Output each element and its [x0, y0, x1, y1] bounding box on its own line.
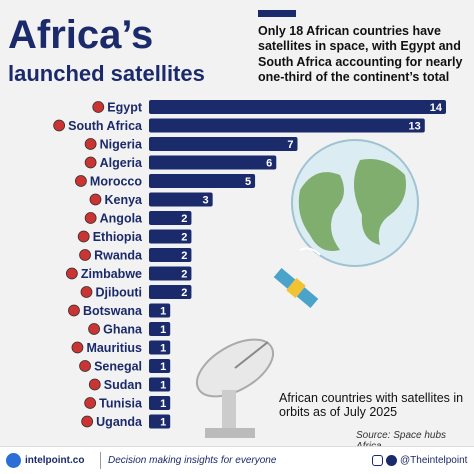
bar	[149, 229, 192, 244]
globe	[291, 139, 419, 267]
bar	[149, 192, 213, 207]
category-label: Angola	[100, 211, 143, 225]
value-label: 1	[160, 342, 166, 354]
category-label: Tunisia	[99, 396, 143, 410]
bar	[149, 118, 425, 133]
category-label: Nigeria	[100, 137, 143, 151]
category-label: Zimbabwe	[81, 267, 142, 281]
bar	[149, 303, 171, 318]
title: Africa’s launched satellites	[8, 13, 205, 86]
site[interactable]: intelpoint.co	[25, 455, 85, 466]
value-label: 5	[245, 176, 251, 188]
value-label: 1	[160, 416, 166, 428]
bar	[149, 396, 171, 410]
flag	[88, 378, 101, 391]
flag	[92, 101, 105, 113]
dish	[196, 338, 274, 438]
category-label: South Africa	[68, 119, 143, 133]
category-label: Morocco	[90, 174, 142, 188]
value-label: 13	[409, 120, 421, 132]
bar	[149, 414, 171, 429]
flag	[79, 360, 91, 372]
category-label: Senegal	[94, 359, 142, 373]
flag	[75, 175, 87, 187]
category-label: Sudan	[104, 378, 142, 392]
flag	[77, 230, 90, 243]
bar	[149, 248, 192, 262]
value-label: 1	[160, 361, 166, 373]
bar	[149, 322, 171, 336]
category-label: Kenya	[104, 193, 143, 207]
bar	[149, 100, 446, 114]
category-label: Ethiopia	[93, 230, 143, 244]
value-label: 2	[181, 213, 187, 225]
value-label: 3	[203, 194, 209, 206]
value-label: 14	[430, 102, 443, 114]
category-label: Rwanda	[94, 248, 143, 262]
tagline: Decision making insights for everyone	[108, 455, 277, 466]
annotation: African countries with satellites in orb…	[279, 391, 464, 420]
bar	[149, 137, 298, 151]
footer: intelpoint.co Decision making insights f…	[0, 446, 474, 474]
value-label: 1	[160, 398, 166, 410]
value-label: 1	[160, 379, 166, 391]
flag	[80, 286, 93, 298]
flag	[84, 397, 97, 409]
bar	[149, 211, 192, 225]
bar	[149, 359, 171, 373]
flag	[81, 415, 94, 428]
flag	[65, 267, 78, 280]
category-label: Djibouti	[95, 285, 142, 299]
category-label: Algeria	[100, 156, 143, 170]
value-label: 1	[160, 324, 166, 336]
value-label: 7	[287, 139, 293, 151]
bar	[149, 340, 171, 355]
category-label: Mauritius	[86, 341, 142, 355]
satellite	[273, 267, 319, 309]
flag	[68, 304, 80, 317]
category-label: Uganda	[96, 415, 143, 429]
instagram-icon[interactable]	[372, 455, 383, 466]
flag	[89, 193, 102, 206]
value-label: 1	[160, 305, 166, 317]
divider	[100, 452, 101, 469]
value-label: 2	[181, 231, 187, 243]
subtitle: Only 18 African countries have satellite…	[258, 24, 463, 84]
flag	[84, 156, 97, 169]
value-label: 2	[181, 250, 187, 262]
flag	[79, 249, 91, 261]
value-label: 2	[181, 268, 187, 280]
bar	[149, 174, 256, 188]
bar	[149, 155, 277, 170]
accent-bar	[258, 10, 296, 17]
handle[interactable]: @Theintelpoint	[400, 455, 468, 466]
flag	[88, 323, 100, 335]
bar	[149, 377, 171, 392]
flag	[53, 119, 66, 132]
category-label: Ghana	[103, 322, 143, 336]
category-label: Botswana	[83, 304, 143, 318]
value-label: 6	[266, 157, 272, 169]
logo	[6, 453, 21, 468]
flag	[84, 212, 97, 224]
category-label: Egypt	[107, 100, 143, 114]
flag	[84, 138, 97, 150]
bar	[149, 266, 192, 281]
facebook-icon[interactable]	[386, 455, 397, 466]
value-label: 2	[181, 287, 187, 299]
bar	[149, 285, 192, 299]
flag	[71, 341, 84, 354]
